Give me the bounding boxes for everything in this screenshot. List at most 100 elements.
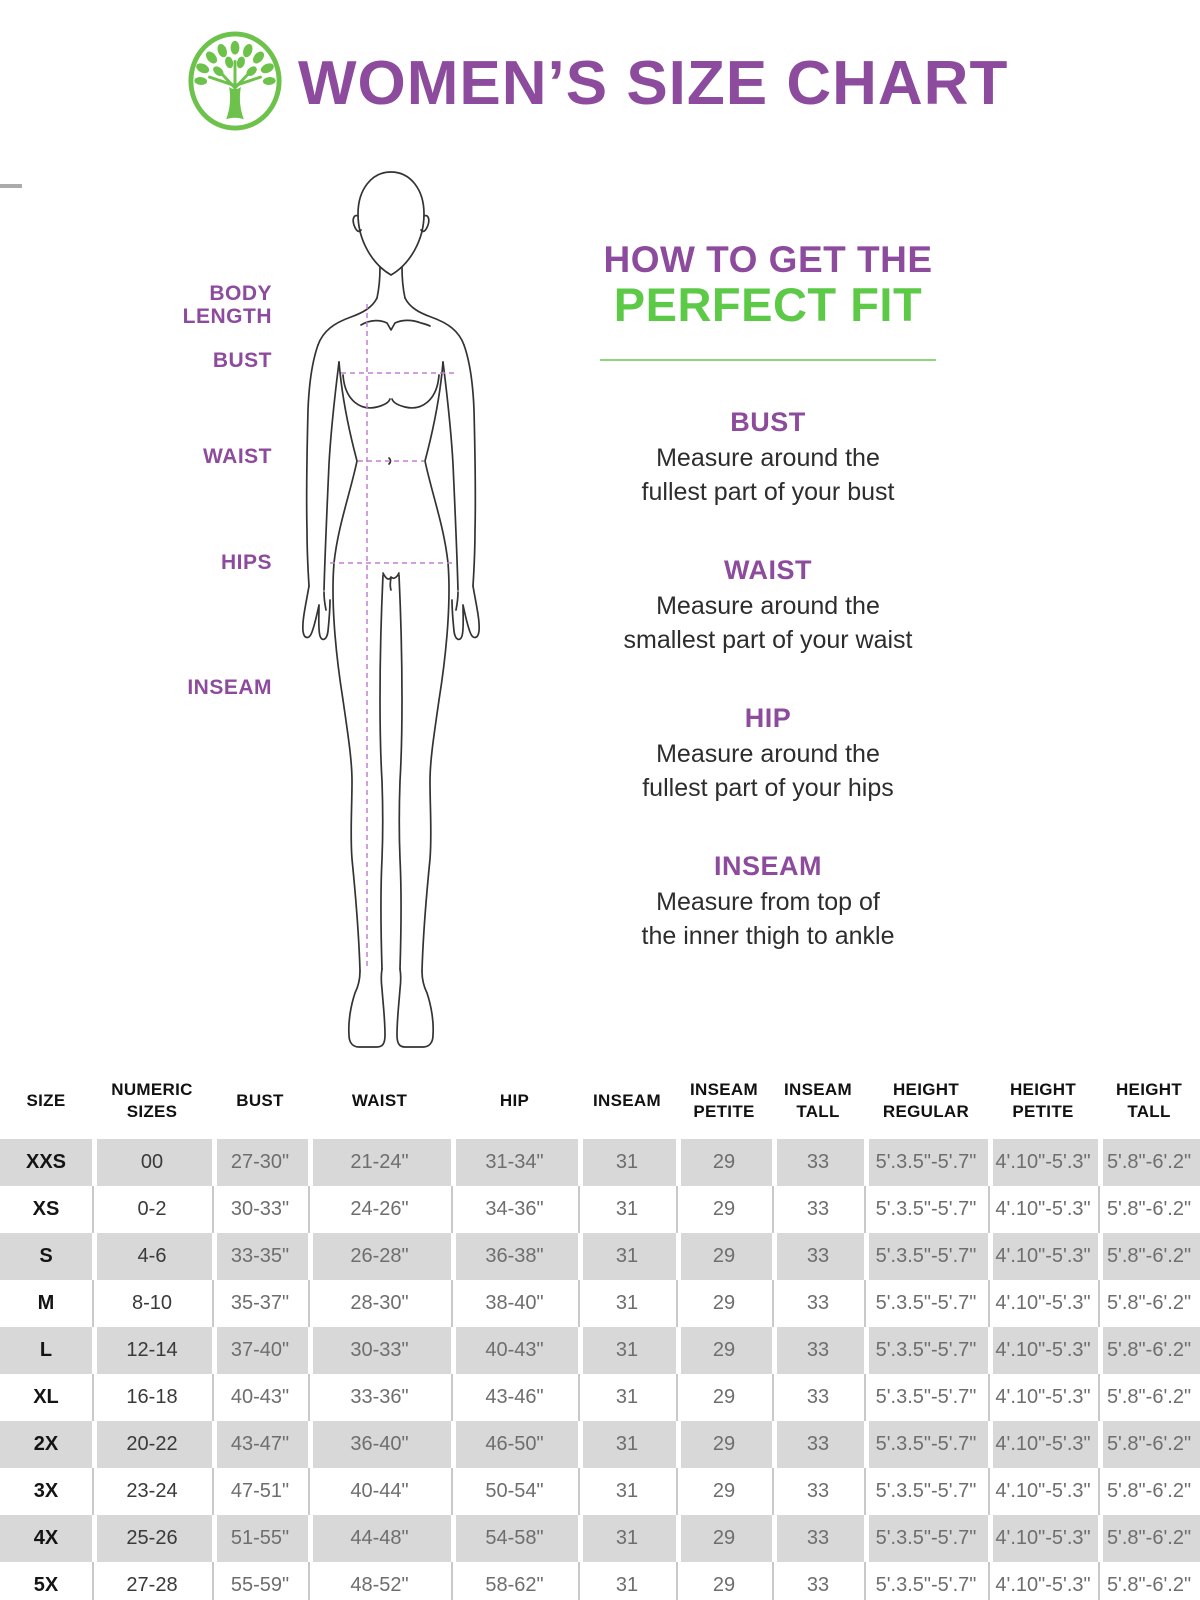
table-cell: 29: [676, 1280, 772, 1327]
table-cell: 50-54": [451, 1468, 578, 1515]
table-row: M 8-10 35-37" 28-30" 38-40" 31 29 33 5'.3.5"-5'.…: [0, 1280, 1200, 1327]
table-cell: 25-26: [92, 1515, 212, 1562]
table-cell: 27-30": [212, 1139, 308, 1186]
table-cell: 30-33": [308, 1327, 451, 1374]
col-header-inseam-tall: INSEAM TALL: [784, 1079, 852, 1121]
table-cell: 40-43": [212, 1374, 308, 1421]
table-cell: 24-26": [308, 1186, 451, 1233]
table-cell: 33: [772, 1374, 864, 1421]
table-cell: 43-47": [212, 1421, 308, 1468]
table-cell: 55-59": [212, 1562, 308, 1600]
fit-section-title: BUST: [730, 407, 806, 438]
table-cell: 36-40": [308, 1421, 451, 1468]
table-cell: XXS: [0, 1139, 92, 1186]
table-cell: 33: [772, 1139, 864, 1186]
table-row: 3X 23-24 47-51" 40-44" 50-54" 31 29 33 5'.3.5"-5…: [0, 1468, 1200, 1515]
table-cell: 33: [772, 1327, 864, 1374]
table-cell: 4'.10"-5'.3": [988, 1421, 1098, 1468]
table-cell: 31-34": [451, 1139, 578, 1186]
table-cell: 23-24: [92, 1468, 212, 1515]
table-cell: 5'.8"-6'.2": [1098, 1186, 1200, 1233]
table-cell: 31: [578, 1186, 676, 1233]
table-cell: 12-14: [92, 1327, 212, 1374]
table-cell: 5'.3.5"-5'.7": [864, 1139, 988, 1186]
table-cell: XS: [32, 1198, 60, 1220]
table-cell: 40-44": [308, 1468, 451, 1515]
table-cell: 46-50": [451, 1421, 578, 1468]
table-cell: 4-6: [92, 1233, 212, 1280]
table-cell: 5'.3.5"-5'.7": [864, 1280, 988, 1327]
table-cell: 2X: [0, 1421, 92, 1468]
fit-section-text: Measure around the fullest part of your …: [642, 740, 894, 802]
table-cell: 34-36": [451, 1186, 578, 1233]
fit-section-waist: WAIST Measure around the smallest part o…: [597, 555, 939, 657]
table-cell: 0-2: [92, 1186, 212, 1233]
fit-section-text: Measure around the fullest part of your …: [641, 444, 895, 506]
col-header-height-tall: HEIGHT TALL: [1115, 1079, 1183, 1121]
table-cell: 31: [578, 1139, 676, 1186]
fit-section-title: WAIST: [724, 555, 812, 586]
table-cell: 31: [578, 1280, 676, 1327]
table-row: XS 0-2 30-33" 24-26" 34-36" 31 29 33 5'.3.5"-5'.…: [0, 1186, 1200, 1233]
table-cell: 33: [772, 1186, 864, 1233]
table-cell: 5'.3.5"-5'.7": [864, 1233, 988, 1280]
table-cell: 5'.3.5"-5'.7": [864, 1562, 988, 1600]
table-cell: 4'.10"-5'.3": [988, 1327, 1098, 1374]
table-cell: 33-35": [212, 1233, 308, 1280]
table-cell: 29: [676, 1233, 772, 1280]
table-cell: 4X: [0, 1515, 92, 1562]
fit-divider-line: [600, 359, 936, 362]
table-cell: 4'.10"-5'.3": [988, 1515, 1098, 1562]
fit-heading-bottom: PERFECT FIT: [613, 277, 923, 331]
col-header-numeric-sizes: NUMERIC SIZES: [111, 1079, 193, 1121]
page-title: WOMEN’S SIZE CHART: [298, 49, 1009, 118]
table-cell: 33: [772, 1280, 864, 1327]
table-cell: 29: [676, 1374, 772, 1421]
table-cell: 33: [772, 1515, 864, 1562]
table-cell: 38-40": [451, 1280, 578, 1327]
fit-section-hip: HIP Measure around the fullest part of y…: [597, 703, 939, 805]
table-cell: 00: [92, 1139, 212, 1186]
col-header-size: SIZE: [26, 1090, 66, 1110]
col-header-inseam: INSEAM: [593, 1090, 661, 1110]
table-cell: 4'.10"-5'.3": [988, 1562, 1098, 1600]
table-cell: 4'.10"-5'.3": [988, 1139, 1098, 1186]
table-cell: 4'.10"-5'.3": [988, 1280, 1098, 1327]
table-cell: 33: [772, 1233, 864, 1280]
fit-guide-panel: HOW TO GET THE PERFECT FIT BUST Measure …: [597, 240, 939, 953]
table-cell: 5'.8"-6'.2": [1098, 1515, 1200, 1562]
table-row: 4X 25-26 51-55" 44-48" 54-58" 31 29 33 5'.3.5"-5…: [0, 1515, 1200, 1562]
col-header-hip: HIP: [499, 1090, 530, 1110]
table-cell: 47-51": [212, 1468, 308, 1515]
col-header-height-petite: HEIGHT PETITE: [1009, 1079, 1077, 1121]
table-row: L 12-14 37-40" 30-33" 40-43" 31 29 33 5'.3.5"-5'…: [0, 1327, 1200, 1374]
col-header-inseam-petite: INSEAM PETITE: [690, 1079, 758, 1121]
label-body-length: BODY LENGTH: [182, 282, 272, 328]
table-cell: 33: [772, 1421, 864, 1468]
table-cell: 31: [578, 1327, 676, 1374]
size-table: SIZE NUMERIC SIZES BUST WAIST HIP INSEAM…: [0, 1063, 1200, 1600]
table-cell: 8-10: [92, 1280, 212, 1327]
table-cell: 26-28": [308, 1233, 451, 1280]
table-cell: 33: [772, 1562, 864, 1600]
table-cell: 5'.8"-6'.2": [1098, 1374, 1200, 1421]
table-cell: 29: [676, 1515, 772, 1562]
col-header-waist: WAIST: [351, 1090, 408, 1110]
table-cell: 29: [676, 1468, 772, 1515]
table-row: 2X 20-22 43-47" 36-40" 46-50" 31 29 33 5'.3.5"-5…: [0, 1421, 1200, 1468]
table-cell: 5X: [33, 1574, 59, 1596]
table-cell: 5'.8"-6'.2": [1098, 1562, 1200, 1600]
table-cell: 28-30": [308, 1280, 451, 1327]
fit-section-text: Measure from top of the inner thigh to a…: [641, 888, 895, 950]
table-cell: 29: [676, 1421, 772, 1468]
table-cell: 5'.3.5"-5'.7": [864, 1468, 988, 1515]
table-cell: 5'.8"-6'.2": [1098, 1139, 1200, 1186]
table-cell: 48-52": [308, 1562, 451, 1600]
table-cell: 5'.8"-6'.2": [1098, 1421, 1200, 1468]
table-header-row: SIZE NUMERIC SIZES BUST WAIST HIP INSEAM…: [0, 1063, 1200, 1139]
table-row: XXS 00 27-30" 21-24" 31-34" 31 29 33 5'.3.5"-5'.…: [0, 1139, 1200, 1186]
label-hips: HIPS: [220, 551, 272, 574]
table-cell: 20-22: [92, 1421, 212, 1468]
female-figure-illustration: [277, 158, 507, 1063]
